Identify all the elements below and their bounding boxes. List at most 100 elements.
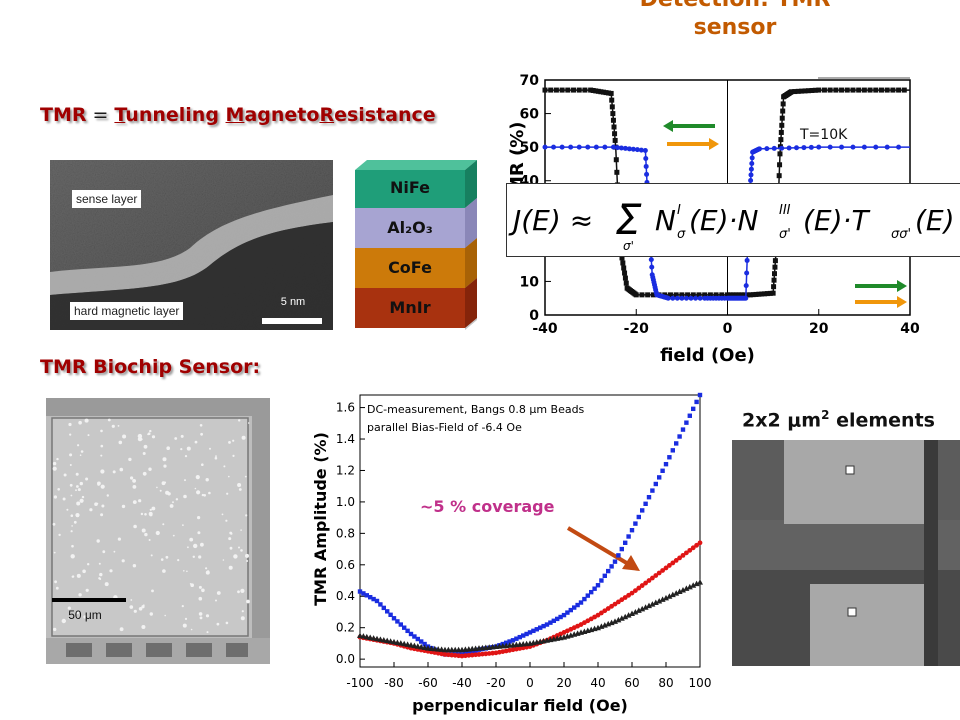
chart2-series-0-point [674, 441, 679, 446]
tmr-heading-prefix: TMR [40, 104, 87, 126]
chart1-series-0-point [633, 292, 639, 298]
bead-dot [96, 502, 99, 505]
bead-dot [104, 582, 109, 587]
bead-dot [177, 559, 180, 562]
bead-dot [232, 439, 235, 442]
chart1-series-1-point [679, 295, 685, 301]
chart1-series-0-point [884, 87, 890, 93]
chart2-series-1-point [646, 578, 652, 583]
chart2-series-2-point [656, 597, 663, 604]
bead-dot [184, 455, 188, 458]
bead-dot [203, 494, 206, 497]
chart2-series-1-point [605, 606, 611, 611]
bead-dot [142, 471, 147, 476]
chart2-x-tick-label: -40 [452, 676, 472, 690]
chart1-series-0-point [770, 290, 776, 296]
bead-dot [159, 489, 162, 492]
stack-layer-cofe [355, 248, 465, 288]
stack-layer-alox [355, 208, 465, 248]
chart1-y-tick-label: 60 [520, 107, 540, 123]
bead-dot [121, 559, 125, 563]
chart2-series-2-point [693, 580, 700, 587]
bead-dot [238, 419, 241, 422]
bead-dot [233, 554, 238, 559]
chart1-series-0-point [809, 87, 815, 93]
bead-dot [100, 484, 105, 489]
bead-dot [71, 575, 75, 578]
bead-dot [216, 622, 220, 626]
bead-dot [89, 508, 93, 512]
chart1-series-0-point [750, 292, 756, 298]
chart2-series-0-point [538, 625, 543, 630]
chart2-series-0-point [388, 612, 393, 618]
chart1-series-1-point [568, 144, 574, 150]
chart2-series-1-point [656, 570, 662, 576]
chart1-series-1-point [665, 295, 671, 301]
chart1-series-0-point [779, 115, 785, 121]
chart2-series-0-point [378, 602, 383, 607]
biochip-heading: TMR Biochip Sensor: [40, 356, 261, 378]
chart1-series-1-point [839, 144, 845, 150]
tem-image-svg [50, 160, 333, 330]
bead-dot [228, 565, 233, 570]
chart2-series-0-point [419, 639, 424, 644]
bead-dot [96, 539, 100, 543]
bead-dot [246, 599, 250, 604]
chart2-series-0-point [391, 616, 397, 621]
bead-dot [70, 554, 75, 559]
chart2-series-0-point [680, 427, 686, 432]
bead-dot [75, 513, 80, 518]
chart2-series-0-point [405, 628, 410, 634]
bead-dot [238, 488, 242, 491]
chart1-series-1-point [643, 163, 649, 169]
chart1-series-1-point [873, 144, 879, 150]
chart1-series-0-point [896, 87, 902, 93]
bead-dot [77, 488, 81, 492]
bead-dot [138, 607, 143, 611]
chart2-series-2-point [697, 579, 703, 585]
chart1-series-1-point [618, 145, 624, 151]
bead-dot [130, 476, 134, 480]
chart1-series-0-point [600, 89, 606, 95]
bead-dot [69, 453, 73, 457]
bead-dot [205, 567, 208, 570]
stack-top-face [355, 160, 477, 170]
bead-dot [129, 605, 134, 609]
bead-dot [78, 593, 82, 597]
bead-dot [162, 457, 167, 462]
chart1-series-0-point [620, 260, 626, 266]
chart2-series-1-point [622, 595, 628, 600]
detection-title: Detection: TMR sensor [640, 0, 831, 40]
bead-dot [201, 493, 205, 497]
chart2-series-0-point [691, 406, 696, 412]
chart1-series-0-point [788, 89, 794, 95]
chart2-series-1-point [595, 612, 601, 618]
chart2-series-0-point [507, 639, 512, 644]
chart1-series-0-point [645, 292, 651, 298]
chart1-series-1-point [861, 144, 867, 150]
bead-dot [66, 508, 69, 511]
chart1-series-0-point [606, 90, 612, 96]
chart2-series-1-point [633, 588, 638, 593]
chart1-series-0-point [622, 275, 628, 281]
chart2-y-tick-label: 1.6 [336, 401, 355, 415]
chart2-series-2-point [646, 602, 652, 609]
bead-dot [117, 537, 121, 541]
chart1-series-0-point [861, 87, 867, 93]
bead-dot [71, 544, 74, 548]
chart2-series-0-point [629, 528, 635, 533]
chart1-series-0-point [759, 291, 765, 297]
chart1-series-1-point [648, 257, 654, 263]
bead-dot [118, 440, 123, 445]
svg-text:(E)·T: (E)·T [803, 204, 870, 237]
bead-dot [52, 466, 57, 471]
chart2-series-0-point [609, 564, 614, 569]
chart2-series-0-point [531, 628, 536, 634]
chart2-series-0-point [568, 607, 573, 613]
bead-dot [150, 554, 153, 557]
bead-dot [132, 485, 137, 489]
bead-dot [238, 546, 240, 549]
arrow-left-green-head [663, 120, 673, 132]
chart2-series-1-point [690, 545, 696, 551]
chart2-y-tick-label: 1.4 [336, 432, 355, 446]
